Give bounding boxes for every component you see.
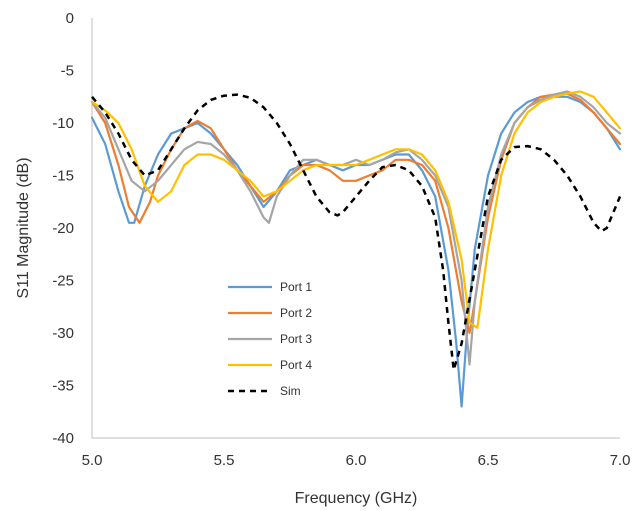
legend-item: Port 1 bbox=[228, 280, 312, 294]
legend-item: Port 4 bbox=[228, 358, 312, 372]
legend-item: Port 2 bbox=[228, 306, 312, 320]
legend-item: Port 3 bbox=[228, 332, 312, 346]
x-tick-label: 7.0 bbox=[610, 452, 631, 469]
legend-label: Port 4 bbox=[280, 358, 312, 372]
legend: Port 1 Port 2 Port 3 Port 4 Sim bbox=[228, 280, 312, 398]
y-tick-label: -20 bbox=[52, 220, 74, 237]
legend-item: Sim bbox=[228, 384, 301, 398]
legend-label: Sim bbox=[280, 384, 301, 398]
series-line-port-4 bbox=[90, 90, 622, 329]
series-layer bbox=[90, 90, 622, 408]
series-line-port-2 bbox=[90, 92, 622, 335]
x-tick-labels: 5.0 5.5 6.0 6.5 7.0 bbox=[82, 452, 631, 469]
y-tick-label: -40 bbox=[52, 430, 74, 447]
y-tick-label: -15 bbox=[52, 168, 74, 185]
legend-label: Port 1 bbox=[280, 280, 312, 294]
x-axis-title: Frequency (GHz) bbox=[295, 490, 418, 507]
y-tick-label: -30 bbox=[52, 325, 74, 342]
x-tick-label: 6.5 bbox=[478, 452, 499, 469]
y-tick-label: -25 bbox=[52, 273, 74, 290]
y-tick-labels: 0 -5 -10 -15 -20 -25 -30 -35 -40 bbox=[52, 10, 74, 447]
y-tick-label: -35 bbox=[52, 378, 74, 395]
series-line-sim bbox=[91, 93, 622, 372]
legend-label: Port 3 bbox=[280, 332, 312, 346]
x-tick-label: 6.0 bbox=[346, 452, 367, 469]
x-tick-label: 5.0 bbox=[82, 452, 103, 469]
plot-area bbox=[91, 18, 620, 439]
y-tick-label: 0 bbox=[66, 10, 74, 27]
series-line-port-3 bbox=[90, 90, 622, 366]
series-line-port-1 bbox=[90, 95, 622, 408]
legend-label: Port 2 bbox=[280, 306, 312, 320]
x-tick-label: 5.5 bbox=[214, 452, 235, 469]
y-tick-label: -5 bbox=[61, 63, 74, 80]
y-tick-label: -10 bbox=[52, 115, 74, 132]
y-axis-title: S11 Magnitude (dB) bbox=[15, 157, 32, 298]
